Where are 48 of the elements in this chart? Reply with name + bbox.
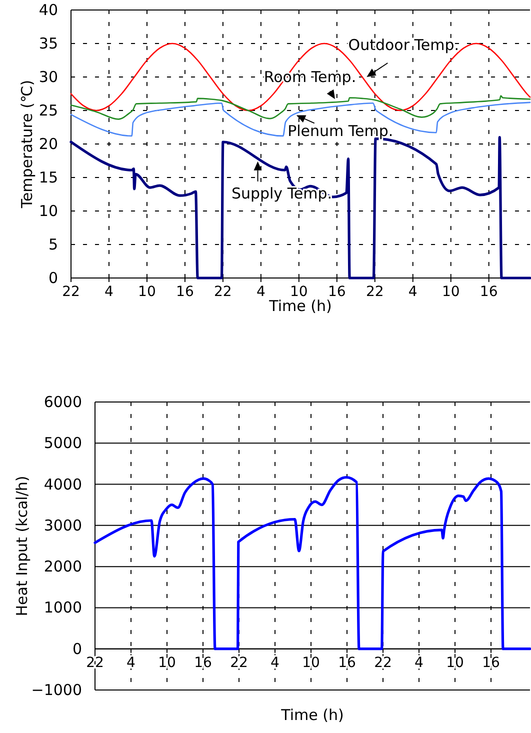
x-tick-label: 16: [482, 654, 500, 671]
y-tick-label: 0: [48, 269, 58, 287]
x-tick-label: 22: [366, 284, 384, 300]
x-tick-label: 4: [408, 284, 418, 300]
y-tick-label: 4000: [44, 475, 82, 494]
x-tick-label: 16: [328, 284, 346, 300]
y-tick-label: 20: [38, 135, 58, 153]
x-tick-label: 22: [374, 654, 392, 671]
x-tick-label: 10: [446, 654, 464, 671]
y-tick-label: 25: [38, 102, 58, 120]
x-tick-label: 16: [176, 284, 194, 300]
x-tick-label: 22: [62, 284, 80, 300]
x-tick-label: 10: [290, 284, 308, 300]
x-tick-label: 16: [194, 654, 212, 671]
x-tick-label: 16: [338, 654, 356, 671]
x-tick-label: 4: [104, 284, 114, 300]
line-series: [70, 95, 531, 120]
y-tick-label: 35: [38, 34, 58, 52]
x-tick-label: 10: [442, 284, 460, 300]
y-axis-title: Temperature (℃): [18, 80, 36, 210]
y-tick-label: 5000: [44, 434, 82, 452]
annotation: Plenum Temp.: [288, 122, 394, 140]
y-tick-label: 0: [72, 640, 82, 658]
y-tick-label: −1000: [31, 681, 82, 699]
y-tick-label: 40: [38, 1, 58, 19]
x-tick-label: 4: [126, 654, 136, 671]
x-tick-label: 4: [256, 284, 266, 300]
line-series: [94, 476, 531, 650]
x-tick-label: 22: [230, 654, 248, 671]
x-axis-title: Time (h): [268, 297, 332, 315]
x-axis-title: Time (h): [280, 706, 344, 724]
y-axis-title: Heat Input (kcal/h): [13, 476, 31, 616]
y-tick-label: 5: [48, 236, 58, 254]
y-tick-label: 10: [38, 202, 58, 220]
y-tick-label: 6000: [44, 393, 82, 411]
x-tick-label: 16: [480, 284, 498, 300]
x-tick-label: 10: [138, 284, 156, 300]
y-tick-label: 2000: [44, 558, 82, 576]
y-tick-label: 15: [38, 168, 58, 186]
y-tick-label: 1000: [44, 598, 82, 617]
x-tick-label: 22: [214, 284, 232, 300]
y-tick-label: 30: [38, 68, 58, 86]
x-tick-label: 4: [270, 654, 280, 671]
x-tick-label: 4: [414, 654, 424, 671]
x-tick-label: 10: [302, 654, 320, 671]
annotation: Outdoor Temp.: [348, 36, 460, 54]
x-tick-label: 10: [158, 654, 176, 671]
y-tick-label: 3000: [44, 516, 82, 534]
